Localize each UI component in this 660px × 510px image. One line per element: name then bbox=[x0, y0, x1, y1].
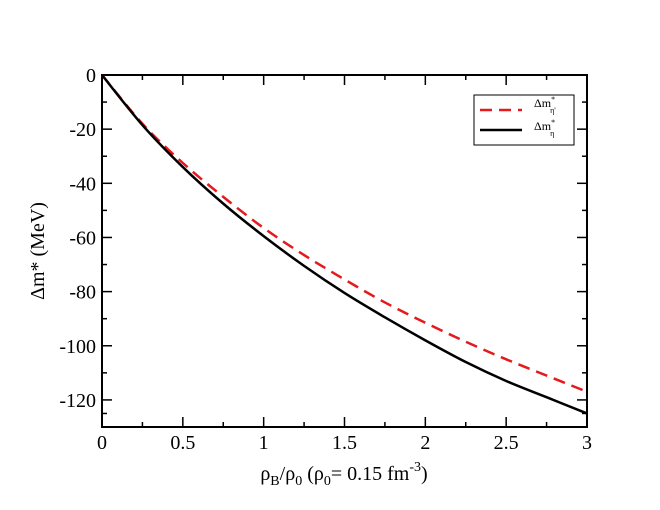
y-tick-label: -80 bbox=[69, 282, 96, 304]
y-tick-label: -120 bbox=[59, 390, 96, 412]
series-lines bbox=[101, 74, 588, 415]
x-tick-label: 3 bbox=[582, 432, 592, 454]
tick-labels: 0 0.5 1 1.5 2 2.5 3 0 -20 -40 -60 -80 -100 -120 bbox=[59, 65, 592, 454]
x-tick-label: 1.5 bbox=[332, 432, 357, 454]
y-tick-label: -40 bbox=[69, 173, 96, 195]
y-tick-label: -100 bbox=[59, 336, 96, 358]
y-tick-label: -60 bbox=[69, 227, 96, 249]
legend-label-eta: Δm* η bbox=[534, 118, 555, 138]
y-axis-label: Δm* (MeV) bbox=[27, 202, 49, 300]
x-axis-label: ρB/ρ0 (ρ0= 0.15 fm-3) bbox=[260, 460, 427, 489]
legend-box bbox=[473, 94, 575, 146]
series-line-eta-prime bbox=[101, 74, 588, 393]
x-tick-label: 1 bbox=[259, 432, 269, 454]
x-tick-label: 0 bbox=[97, 432, 107, 454]
y-tick-label: 0 bbox=[86, 65, 96, 87]
legend: Δm* η' Δm* η bbox=[473, 94, 575, 146]
legend-label-eta-prime: Δm* η' bbox=[534, 95, 556, 115]
y-tick-label: -20 bbox=[69, 119, 96, 141]
series-line-eta bbox=[101, 74, 588, 415]
x-tick-label: 2 bbox=[420, 432, 430, 454]
x-tick-label: 2.5 bbox=[494, 432, 519, 454]
ticks bbox=[101, 74, 588, 427]
x-tick-label: 0.5 bbox=[170, 432, 195, 454]
